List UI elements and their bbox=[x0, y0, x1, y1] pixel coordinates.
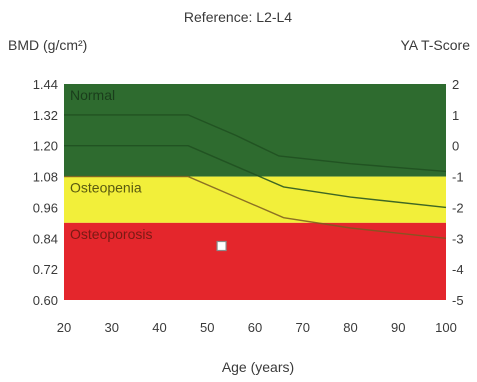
y2-tick-label: -4 bbox=[452, 262, 464, 277]
chart-title: Reference: L2-L4 bbox=[184, 9, 292, 25]
x-tick-label: 50 bbox=[200, 320, 214, 335]
x-tick-label: 30 bbox=[105, 320, 119, 335]
y2-tick-label: -1 bbox=[452, 170, 464, 185]
zone-label-osteoporosis: Osteoporosis bbox=[70, 226, 152, 242]
y-tick-label: 0.72 bbox=[33, 262, 58, 277]
y2-tick-label: 2 bbox=[452, 77, 459, 92]
y-tick-label: 1.44 bbox=[33, 77, 58, 92]
x-tick-label: 40 bbox=[152, 320, 166, 335]
y-tick-label: 1.20 bbox=[33, 139, 58, 154]
y-tick-label: 1.08 bbox=[33, 170, 58, 185]
y-tick-label: 0.60 bbox=[33, 293, 58, 308]
x-axis-label: Age (years) bbox=[222, 359, 294, 375]
zone-osteoporosis bbox=[64, 222, 446, 300]
x-tick-label: 80 bbox=[343, 320, 357, 335]
y2-tick-label: 1 bbox=[452, 108, 459, 123]
y2-axis-label: YA T-Score bbox=[400, 37, 470, 53]
y2-tick-label: -2 bbox=[452, 200, 464, 215]
y-tick-label: 0.84 bbox=[33, 231, 58, 246]
x-tick-label: 20 bbox=[57, 320, 71, 335]
reference-curve-2 bbox=[64, 145, 447, 209]
y-tick-label: 1.32 bbox=[33, 108, 58, 123]
y2-tick-label: 0 bbox=[452, 139, 459, 154]
zone-osteopenia bbox=[64, 176, 446, 223]
reference-curve-3 bbox=[64, 175, 447, 239]
x-tick-label: 100 bbox=[435, 320, 457, 335]
x-tick-label: 60 bbox=[248, 320, 262, 335]
zone-label-osteopenia: Osteopenia bbox=[70, 180, 142, 196]
y2-tick-label: -3 bbox=[452, 231, 464, 246]
zone-label-normal: Normal bbox=[70, 87, 115, 103]
x-tick-label: 90 bbox=[391, 320, 405, 335]
y2-tick-label: -5 bbox=[452, 293, 464, 308]
y-axis-label: BMD (g/cm²) bbox=[8, 37, 87, 53]
reference-curve-1 bbox=[64, 114, 447, 173]
y-tick-label: 0.96 bbox=[33, 200, 58, 215]
x-tick-label: 70 bbox=[296, 320, 310, 335]
patient-measurement-point bbox=[216, 240, 227, 252]
zone-normal bbox=[64, 84, 446, 177]
